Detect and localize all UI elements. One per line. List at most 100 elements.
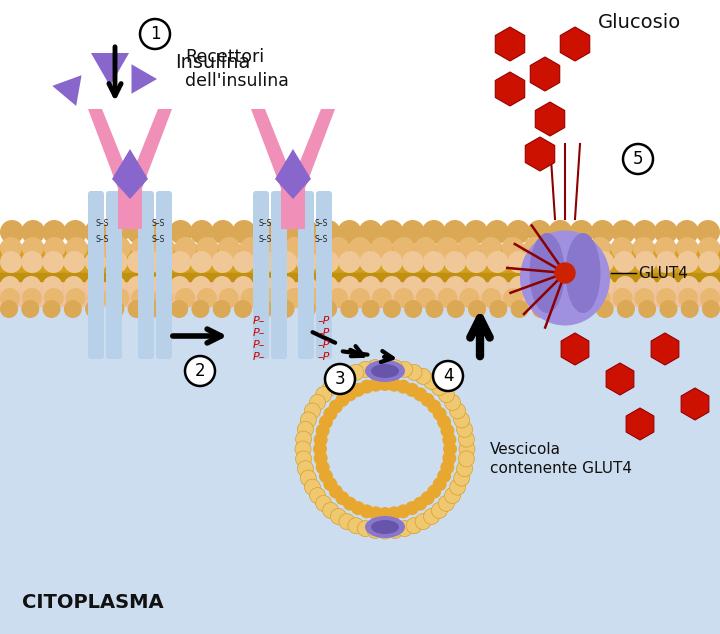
Circle shape — [197, 237, 218, 259]
Circle shape — [109, 288, 130, 308]
Circle shape — [698, 251, 720, 273]
Circle shape — [127, 276, 148, 296]
Circle shape — [190, 220, 214, 244]
Polygon shape — [681, 388, 709, 420]
Circle shape — [323, 407, 337, 421]
Circle shape — [298, 300, 316, 318]
Circle shape — [465, 251, 487, 273]
Circle shape — [406, 518, 422, 534]
Circle shape — [296, 251, 318, 273]
Circle shape — [328, 392, 442, 506]
Circle shape — [367, 359, 383, 375]
Circle shape — [148, 251, 170, 273]
Circle shape — [319, 469, 333, 483]
Circle shape — [458, 237, 480, 259]
Circle shape — [323, 380, 338, 396]
Circle shape — [441, 424, 454, 437]
FancyBboxPatch shape — [88, 191, 104, 359]
Circle shape — [21, 251, 43, 273]
Circle shape — [212, 251, 233, 273]
Circle shape — [21, 220, 45, 244]
Circle shape — [485, 220, 509, 244]
Ellipse shape — [365, 360, 405, 382]
Circle shape — [442, 451, 456, 465]
Text: 5: 5 — [633, 150, 643, 168]
Circle shape — [256, 300, 274, 318]
Circle shape — [633, 237, 654, 259]
Circle shape — [276, 276, 296, 296]
Circle shape — [22, 237, 44, 259]
Bar — [0, 244, 720, 306]
Polygon shape — [526, 137, 554, 171]
Circle shape — [359, 251, 382, 273]
Circle shape — [328, 288, 348, 308]
Circle shape — [284, 237, 305, 259]
Polygon shape — [535, 102, 564, 136]
Circle shape — [680, 300, 698, 318]
Circle shape — [361, 300, 379, 318]
Circle shape — [297, 276, 317, 296]
Circle shape — [394, 288, 414, 308]
Circle shape — [315, 495, 332, 512]
Circle shape — [212, 300, 230, 318]
Circle shape — [698, 237, 720, 259]
Circle shape — [262, 237, 284, 259]
Polygon shape — [651, 333, 679, 365]
Circle shape — [449, 403, 466, 419]
Polygon shape — [53, 75, 81, 106]
Circle shape — [351, 501, 365, 515]
FancyBboxPatch shape — [298, 191, 314, 359]
Circle shape — [315, 387, 332, 403]
Circle shape — [454, 470, 469, 486]
Circle shape — [589, 237, 611, 259]
Circle shape — [567, 237, 589, 259]
Bar — [0, 306, 720, 634]
Circle shape — [636, 276, 657, 296]
Polygon shape — [293, 109, 335, 229]
Bar — [0, 0, 720, 244]
Circle shape — [0, 237, 22, 259]
Circle shape — [0, 251, 22, 273]
Circle shape — [284, 288, 305, 308]
Circle shape — [85, 251, 107, 273]
Circle shape — [528, 251, 551, 273]
Circle shape — [330, 373, 346, 389]
FancyBboxPatch shape — [316, 191, 332, 359]
Circle shape — [305, 479, 320, 495]
Circle shape — [359, 220, 382, 244]
Circle shape — [437, 469, 451, 483]
Circle shape — [319, 415, 333, 429]
Circle shape — [696, 220, 720, 244]
Circle shape — [109, 237, 131, 259]
Circle shape — [377, 359, 393, 375]
Polygon shape — [130, 109, 172, 229]
Circle shape — [679, 276, 699, 296]
Polygon shape — [560, 27, 590, 61]
Circle shape — [570, 220, 593, 244]
Text: Vescicola
contenente GLUT4: Vescicola contenente GLUT4 — [490, 442, 632, 476]
Circle shape — [338, 251, 361, 273]
Circle shape — [42, 276, 63, 296]
FancyBboxPatch shape — [253, 191, 269, 359]
Circle shape — [22, 288, 42, 308]
Circle shape — [192, 300, 210, 318]
Circle shape — [431, 502, 447, 519]
Circle shape — [336, 491, 349, 505]
Circle shape — [42, 251, 64, 273]
Circle shape — [402, 251, 424, 273]
Polygon shape — [91, 53, 129, 86]
Bar — [0, 273, 720, 281]
Circle shape — [64, 300, 82, 318]
Circle shape — [218, 237, 240, 259]
Circle shape — [488, 276, 508, 296]
Circle shape — [677, 251, 699, 273]
Circle shape — [140, 19, 170, 49]
Text: S–S: S–S — [95, 235, 109, 243]
Text: S–S: S–S — [258, 235, 271, 243]
Circle shape — [415, 237, 436, 259]
Text: S–S: S–S — [151, 235, 165, 243]
Polygon shape — [530, 57, 559, 91]
Circle shape — [169, 251, 192, 273]
Circle shape — [590, 220, 615, 244]
Circle shape — [369, 507, 383, 521]
